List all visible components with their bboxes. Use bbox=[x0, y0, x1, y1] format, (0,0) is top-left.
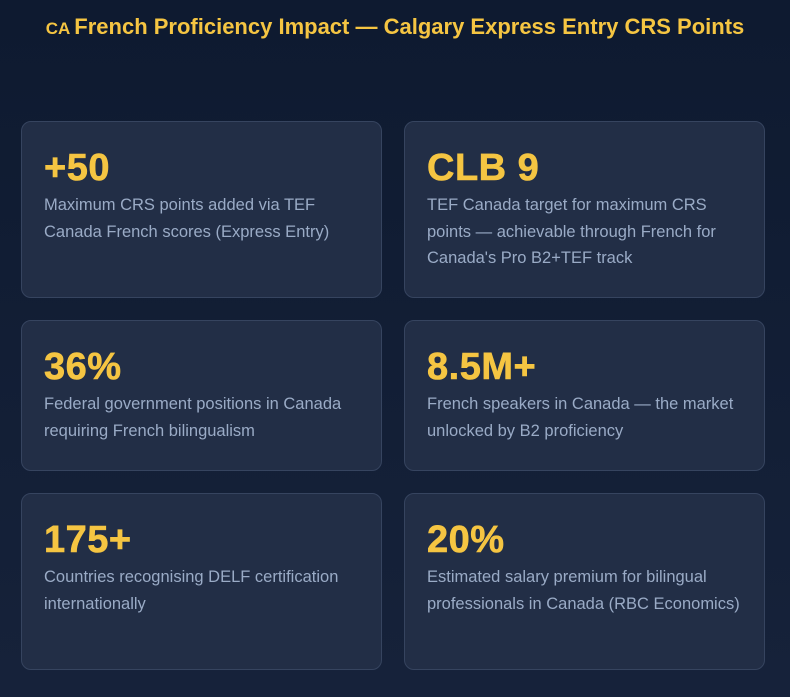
stat-card: CLB 9 TEF Canada target for maximum CRS p… bbox=[404, 121, 765, 298]
stat-card: +50 Maximum CRS points added via TEF Cana… bbox=[21, 121, 382, 298]
stat-description: TEF Canada target for maximum CRS points… bbox=[427, 196, 716, 267]
title-text: French Proficiency Impact — Calgary Expr… bbox=[74, 14, 745, 39]
stat-description: French speakers in Canada — the market u… bbox=[427, 395, 734, 440]
stat-card: 8.5M+ French speakers in Canada — the mar… bbox=[404, 320, 765, 471]
stat-value: +50 bbox=[44, 147, 110, 190]
stat-card: 20% Estimated salary premium for bilingua… bbox=[404, 493, 765, 670]
stat-value: 175+ bbox=[44, 519, 132, 562]
stat-card: 175+ Countries recognising DELF certifica… bbox=[21, 493, 382, 670]
stat-card: 36% Federal government positions in Canad… bbox=[21, 320, 382, 471]
stat-value: CLB 9 bbox=[427, 147, 540, 190]
flag-icon: CA bbox=[45, 19, 71, 38]
stat-description: Maximum CRS points added via TEF Canada … bbox=[44, 196, 330, 241]
page-title: CA French Proficiency Impact — Calgary Ex… bbox=[0, 0, 790, 121]
stat-value: 36% bbox=[44, 346, 122, 389]
stat-description: Estimated salary premium for bilingual p… bbox=[427, 568, 740, 613]
stat-description: Federal government positions in Canada r… bbox=[44, 395, 342, 440]
stat-description: Countries recognising DELF certification… bbox=[44, 568, 339, 613]
stat-value: 8.5M+ bbox=[427, 346, 537, 389]
stat-value: 20% bbox=[427, 519, 505, 562]
stat-grid: +50 Maximum CRS points added via TEF Cana… bbox=[21, 121, 790, 670]
